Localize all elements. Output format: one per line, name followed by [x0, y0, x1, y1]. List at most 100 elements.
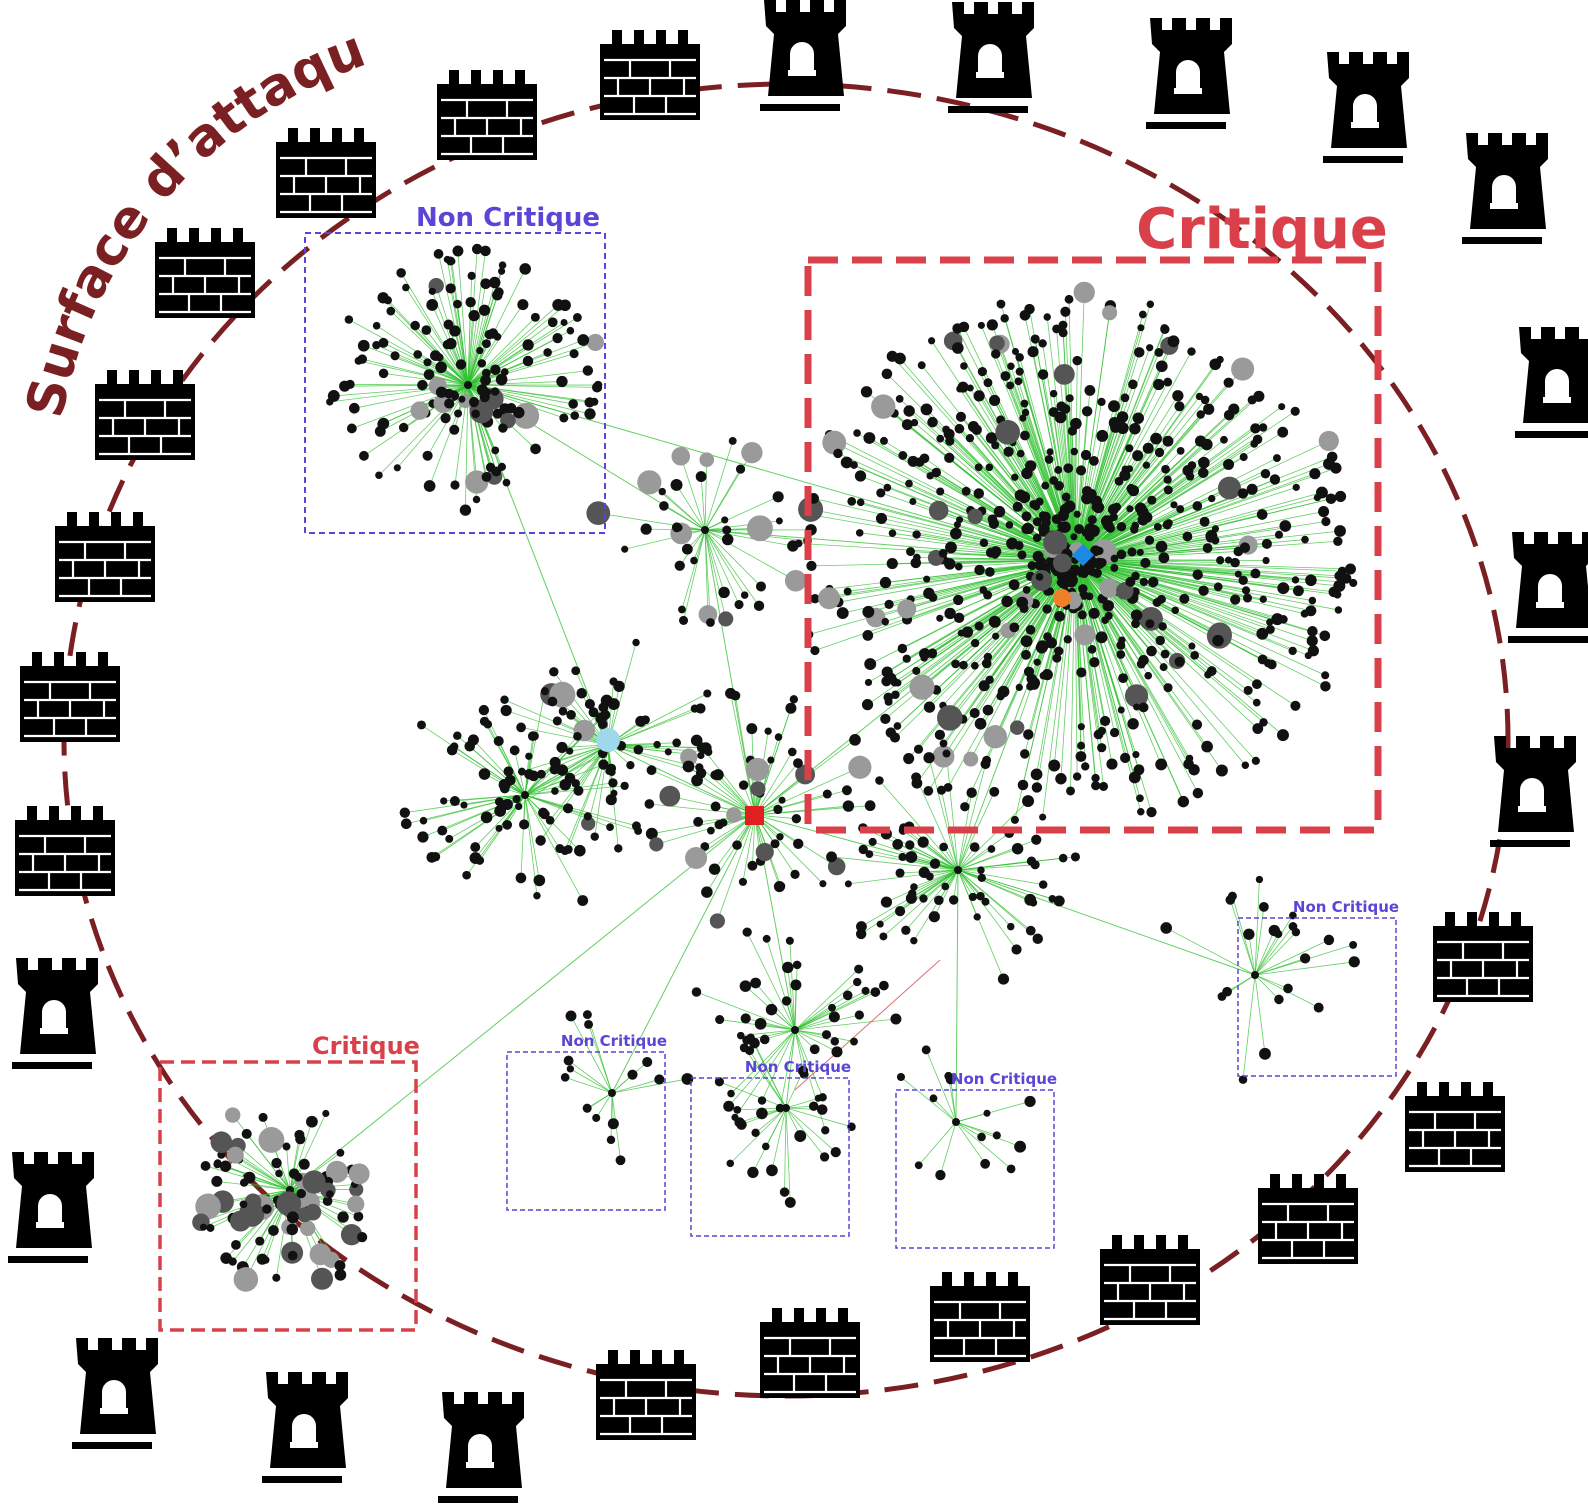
castle-wall-icon	[1403, 1080, 1507, 1174]
graph-node	[1030, 860, 1040, 870]
graph-node	[1081, 762, 1090, 771]
graph-node	[1023, 666, 1035, 677]
graph-edge	[610, 1092, 613, 1140]
graph-node	[1136, 548, 1144, 556]
graph-node	[1319, 630, 1331, 642]
graph-node	[1262, 556, 1270, 565]
graph-edge	[467, 275, 473, 386]
graph-edge	[794, 968, 859, 1031]
graph-node	[1081, 492, 1093, 505]
castle-wall-icon	[758, 1306, 862, 1400]
graph-node	[498, 778, 511, 791]
graph-edge	[957, 857, 1064, 871]
graph-node	[569, 349, 579, 359]
graph-node	[1045, 637, 1058, 649]
castle-tower-icon	[1508, 532, 1588, 643]
graph-node	[894, 906, 906, 917]
graph-node	[682, 760, 695, 773]
graph-node	[437, 825, 448, 836]
graph-node	[1162, 435, 1174, 447]
graph-node	[633, 744, 644, 755]
graph-node	[1136, 659, 1146, 669]
graph-node	[637, 470, 662, 495]
graph-node	[967, 508, 983, 525]
graph-node	[1011, 473, 1019, 481]
graph-node	[1076, 667, 1087, 678]
graph-node	[1058, 853, 1068, 863]
zone-nc-bottom-2: Non Critique	[690, 1058, 851, 1237]
graph-node	[898, 852, 907, 862]
graph-node	[894, 679, 902, 687]
graph-node	[963, 751, 979, 767]
graph-node	[1253, 390, 1265, 402]
graph-node	[1049, 389, 1058, 398]
graph-node	[923, 587, 935, 599]
graph-node	[206, 1223, 215, 1232]
graph-node	[1038, 339, 1047, 348]
graph-edge	[565, 1076, 613, 1094]
graph-node	[923, 786, 934, 796]
graph-node	[1048, 407, 1059, 418]
graph-node	[480, 245, 491, 257]
graph-node	[1016, 449, 1025, 458]
graph-node	[1009, 622, 1020, 633]
graph-edge	[957, 760, 988, 871]
graph-node	[756, 1107, 768, 1120]
castle-tower-icon	[8, 1152, 94, 1263]
graph-edge	[1254, 930, 1275, 976]
graph-node	[1118, 673, 1128, 684]
graph-edge	[520, 727, 609, 746]
graph-node	[1127, 718, 1139, 730]
graph-edge	[955, 869, 959, 1123]
graph-edge	[467, 384, 609, 746]
graph-edge	[785, 1070, 804, 1109]
graph-node	[219, 1160, 232, 1172]
graph-node	[1003, 446, 1014, 457]
graph-node	[606, 763, 617, 774]
graph-edge	[533, 744, 609, 777]
graph-node	[1139, 577, 1149, 587]
graph-edge	[1254, 933, 1279, 976]
graph-edge	[764, 1029, 796, 1040]
graph-node	[944, 452, 955, 464]
graph-node	[574, 844, 586, 857]
graph-node	[826, 851, 837, 863]
graph-node	[1291, 576, 1300, 584]
graph-node	[1217, 476, 1241, 500]
graph-node	[938, 548, 948, 558]
graph-node	[498, 267, 506, 275]
graph-node	[1292, 585, 1304, 597]
graph-node	[563, 1055, 574, 1066]
graph-node	[455, 359, 467, 370]
graph-node	[1242, 593, 1253, 603]
graph-node	[454, 409, 463, 418]
graph-node	[336, 1148, 345, 1157]
graph-edge	[771, 1107, 787, 1171]
graph-node	[607, 698, 620, 711]
graph-node	[671, 522, 682, 533]
graph-edge	[607, 708, 701, 746]
castle-wall-icon	[1256, 1172, 1360, 1266]
graph-edge	[467, 310, 485, 386]
graph-node	[440, 413, 451, 424]
graph-node	[881, 666, 893, 678]
graph-node	[954, 423, 965, 434]
graph-node	[200, 1161, 211, 1171]
graph-node	[1223, 409, 1235, 421]
graph-node	[386, 306, 396, 316]
graph-node	[1035, 573, 1044, 581]
graph-node	[1259, 595, 1267, 603]
graph-node	[976, 891, 985, 901]
graph-node	[1043, 313, 1051, 321]
graph-node	[1090, 545, 1101, 557]
graph-node	[1128, 379, 1138, 390]
graph-node	[1073, 510, 1081, 518]
graph-node	[997, 973, 1010, 985]
graph-node	[556, 764, 569, 776]
graph-edge	[957, 869, 1032, 931]
graph-node	[977, 321, 985, 329]
graph-node	[1099, 781, 1109, 791]
graph-edge	[957, 869, 1256, 976]
graph-node	[908, 889, 917, 898]
graph-node	[1243, 928, 1255, 940]
